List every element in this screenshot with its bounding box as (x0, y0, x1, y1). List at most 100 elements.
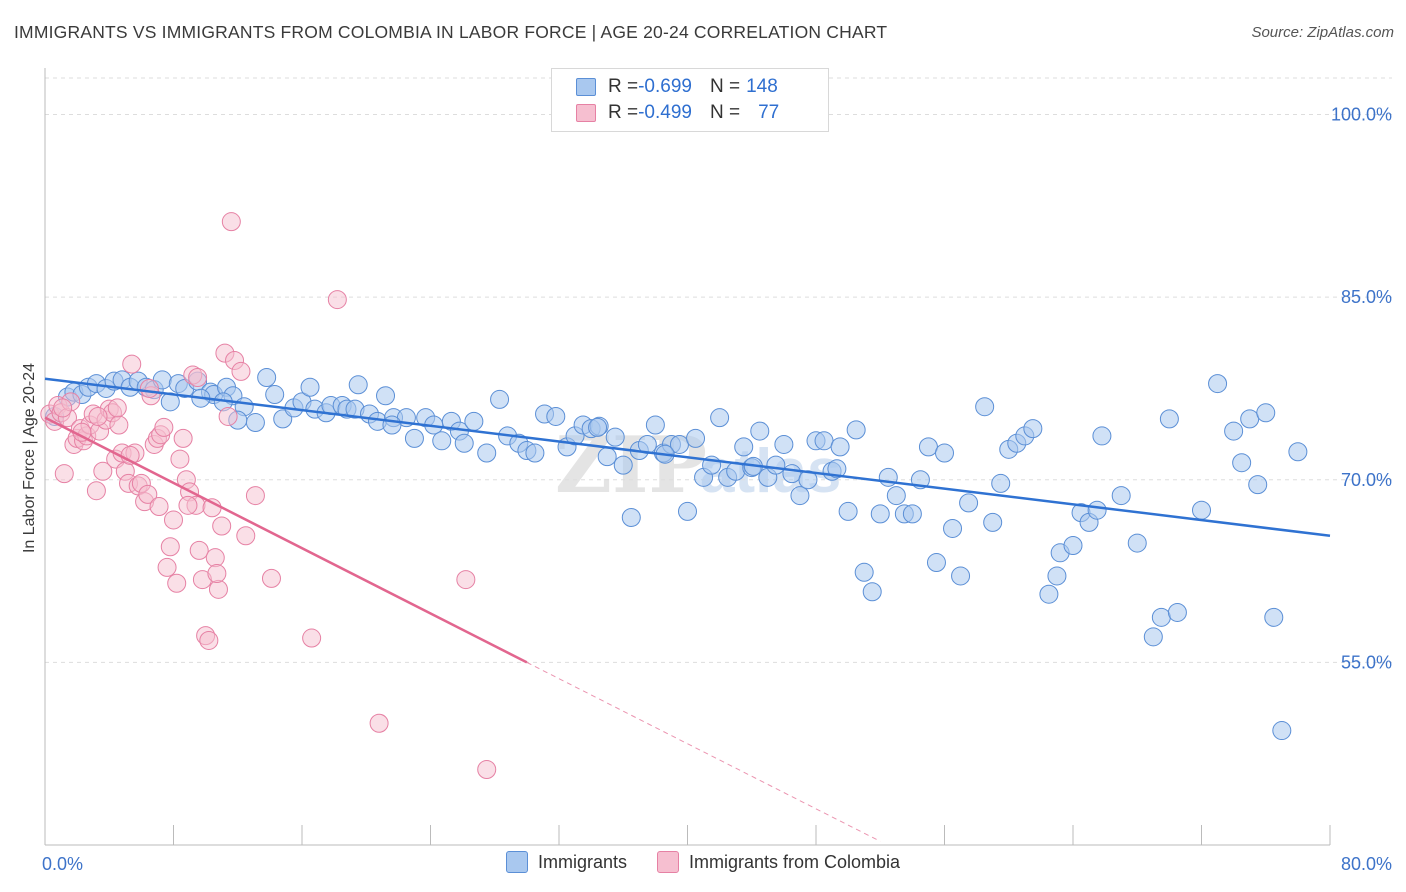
chart-title: IMMIGRANTS VS IMMIGRANTS FROM COLOMBIA I… (14, 22, 888, 42)
data-point-colombia (160, 537, 180, 557)
data-point-colombia (122, 354, 142, 374)
data-point-immigrants (838, 501, 858, 521)
data-point-immigrants (245, 413, 265, 433)
data-point-immigrants (1288, 442, 1308, 462)
trend-line-colombia-extrapolated (526, 661, 881, 842)
data-point-colombia (149, 497, 169, 517)
legend-swatch-colombia (656, 851, 679, 873)
data-point-immigrants (943, 518, 963, 538)
legend-label-immigrants: Immigrants (537, 851, 627, 872)
data-point-colombia (208, 579, 228, 599)
data-point-immigrants (404, 428, 424, 448)
data-point-immigrants (1092, 426, 1112, 446)
data-point-immigrants (750, 421, 770, 441)
data-point-immigrants (1256, 403, 1276, 423)
data-point-immigrants (734, 437, 754, 457)
legend-n-value: 148 (746, 76, 778, 97)
data-point-colombia (88, 406, 108, 426)
trend-line-colombia (44, 416, 528, 664)
data-point-immigrants (790, 486, 810, 506)
data-point-immigrants (991, 473, 1011, 493)
legend-item-immigrants[interactable]: Immigrants (505, 851, 627, 873)
data-point-colombia (173, 428, 193, 448)
x-tick-label: 80.0% (1341, 854, 1392, 874)
data-point-immigrants (1039, 584, 1059, 604)
data-point-immigrants (1264, 607, 1284, 627)
legend-row-immigrants: R = -0.699 N = 148 (576, 75, 778, 99)
data-point-immigrants (766, 455, 786, 475)
legend-n-label: N = (709, 102, 741, 123)
data-point-immigrants (918, 437, 938, 457)
data-point-immigrants (846, 420, 866, 440)
data-point-colombia (236, 526, 256, 546)
legend-item-colombia[interactable]: Immigrants from Colombia (656, 851, 900, 873)
data-point-colombia (477, 760, 497, 780)
data-point-immigrants (588, 417, 608, 437)
data-point-immigrants (1063, 536, 1083, 556)
data-point-colombia (154, 417, 174, 437)
data-point-immigrants (376, 386, 396, 406)
data-point-immigrants (1192, 500, 1211, 520)
data-point-immigrants (477, 443, 497, 463)
data-point-immigrants (1087, 500, 1107, 520)
legend-swatch-pink (576, 104, 596, 122)
data-point-immigrants (782, 464, 802, 484)
data-point-immigrants (886, 486, 906, 506)
data-point-colombia (199, 630, 219, 650)
data-point-colombia (218, 406, 238, 426)
data-point-immigrants (1151, 607, 1171, 627)
legend-r-value: -0.499 (638, 102, 692, 123)
data-point-immigrants (1047, 566, 1067, 586)
legend-swatch-immigrants (505, 851, 528, 873)
data-point-immigrants (1248, 475, 1268, 495)
data-point-immigrants (464, 411, 484, 431)
data-point-immigrants (613, 455, 633, 475)
data-point-immigrants (827, 459, 847, 479)
data-point-colombia (207, 564, 227, 584)
data-point-colombia (327, 290, 347, 310)
data-point-immigrants (830, 437, 850, 457)
data-point-immigrants (621, 508, 641, 528)
data-point-immigrants (348, 375, 368, 395)
data-point-immigrants (1232, 453, 1252, 473)
data-point-immigrants (265, 385, 285, 405)
y-tick-label: 85.0% (1341, 287, 1392, 307)
data-point-immigrants (686, 428, 706, 448)
legend-n-value: 77 (758, 102, 780, 123)
data-point-colombia (189, 540, 209, 560)
data-point-immigrants (382, 415, 402, 435)
data-point-immigrants (546, 406, 566, 426)
data-point-immigrants (1208, 374, 1228, 394)
data-point-colombia (164, 510, 183, 530)
data-point-immigrants (902, 504, 922, 524)
data-point-immigrants (257, 367, 277, 387)
data-point-immigrants (975, 397, 995, 417)
data-point-colombia (167, 573, 187, 593)
data-point-immigrants (1143, 627, 1163, 647)
trend-line-immigrants (44, 377, 1331, 538)
legend-r-label: R = (608, 102, 639, 123)
data-point-colombia (456, 570, 476, 590)
data-point-immigrants (814, 431, 834, 451)
data-point-immigrants (862, 582, 882, 602)
data-point-immigrants (983, 512, 1003, 532)
data-point-immigrants (645, 415, 665, 435)
y-tick-label: 55.0% (1341, 652, 1392, 672)
data-point-immigrants (1224, 421, 1244, 441)
data-point-immigrants (300, 377, 320, 397)
data-point-colombia (138, 484, 158, 504)
data-point-immigrants (951, 566, 971, 586)
data-point-colombia (212, 516, 232, 536)
data-point-immigrants (1111, 486, 1131, 506)
data-point-colombia (109, 415, 129, 435)
data-point-immigrants (597, 447, 617, 467)
data-point-immigrants (935, 443, 954, 463)
data-point-immigrants (870, 504, 890, 524)
legend-swatch-blue (576, 78, 596, 96)
data-point-immigrants (959, 493, 979, 513)
data-point-colombia (54, 464, 74, 484)
data-point-immigrants (1272, 721, 1292, 741)
data-point-colombia (107, 398, 127, 418)
legend-r-label: R = (608, 76, 639, 97)
